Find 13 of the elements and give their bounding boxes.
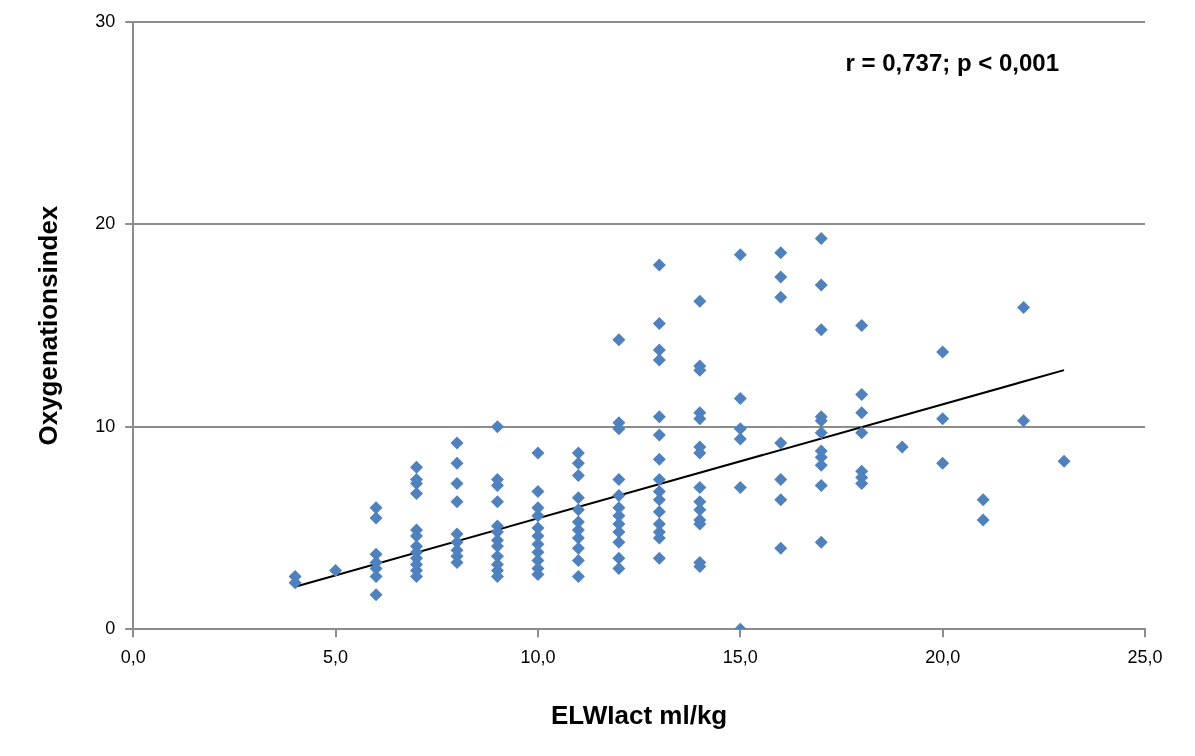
y-tick-label: 20: [95, 213, 116, 234]
y-tick-label: 0: [105, 618, 116, 639]
x-tick-label: 10,0: [520, 646, 556, 667]
x-tick-label: 5,0: [323, 646, 349, 667]
x-tick-label: 20,0: [925, 646, 961, 667]
x-tick-label: 15,0: [722, 646, 758, 667]
annotation: r = 0,737; p < 0,001: [845, 48, 1059, 76]
y-tick-label: 10: [95, 415, 116, 436]
y-tick-label: 30: [95, 10, 116, 31]
y-axis-title: Oxygenationsindex: [32, 205, 63, 446]
x-tick-label: 0,0: [120, 646, 146, 667]
x-axis-title: ELWIact ml/kg: [550, 699, 728, 730]
x-tick-label: 25,0: [1127, 646, 1163, 667]
